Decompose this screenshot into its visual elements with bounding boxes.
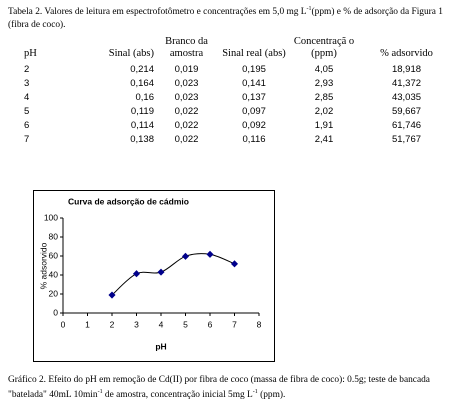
caption: Gráfico 2. Efeito do pH em remoção de Cd… (8, 374, 466, 401)
table-cell: 0,116 (242, 133, 266, 145)
table-cell: 0,022 (174, 105, 199, 117)
superscript: -1 (97, 389, 103, 395)
table-cell: 0,16 (135, 91, 155, 103)
table-cell: 61,746 (391, 119, 422, 131)
table-cell: 6 (24, 119, 30, 131)
data-table: pH Sinal (abs) Branco da amostra Sinal real… (20, 36, 454, 146)
data-point (157, 268, 165, 276)
table-cell: 0,195 (242, 63, 266, 75)
column-header: Concentraçã o (ppm) (293, 36, 355, 59)
x-tick-label: 3 (134, 319, 139, 329)
table-row: 7 0,138 0,022 0,116 2,41 51,767 (20, 132, 454, 146)
chart-box: Curva de adsorção de cádmio % adsorvido … (33, 190, 275, 362)
table-cell: 5 (24, 105, 30, 117)
table-cell: 0,023 (174, 77, 199, 89)
x-tick-label: 2 (110, 319, 115, 329)
table-cell: 2,93 (314, 77, 334, 89)
x-tick-label: 6 (208, 319, 213, 329)
table-cell: 0,019 (174, 63, 199, 75)
column-header: % adsorvido (380, 48, 433, 59)
header-text: Tabela 2. Valores de leitura em espectro… (8, 7, 307, 18)
table-cell: 59,667 (391, 105, 422, 117)
x-tick-label: 8 (257, 319, 262, 329)
y-tick-label: 20 (49, 288, 59, 298)
header-text: (ppm) e % de adsorção da Figura 1 (fibra… (8, 7, 443, 31)
table-cell: 2,02 (314, 105, 334, 117)
y-tick-label: 100 (44, 212, 58, 222)
caption-text: (ppm). (257, 390, 286, 401)
table-cell: 0,119 (130, 105, 154, 117)
column-header: Branco da amostra (165, 36, 208, 59)
table-cell: 0,141 (242, 77, 266, 89)
caption-text: Gráfico 2. Efeito do pH em remoção de Cd… (8, 375, 430, 401)
table-cell: 0,022 (174, 133, 199, 145)
caption-text: de amostra, concentração inicial 5mg L (102, 390, 253, 401)
trendline (111, 253, 235, 296)
y-tick-label: 0 (53, 307, 58, 317)
table-cell: 2,41 (314, 133, 334, 145)
table-cell: 4 (24, 91, 30, 103)
y-tick-label: 40 (49, 269, 59, 279)
column-header: Sinal (abs) (108, 48, 154, 59)
chart-title: Curva de adsorção de cádmio (68, 196, 189, 206)
data-point (230, 260, 239, 268)
y-tick-label: 80 (49, 231, 59, 241)
table-cell: 0,023 (174, 91, 199, 103)
table-cell: 0,092 (242, 119, 266, 131)
table-cell: 43,035 (391, 91, 422, 103)
table-cell: 51,767 (391, 133, 422, 145)
x-tick-label: 7 (232, 319, 237, 329)
table-cell: 0,114 (130, 119, 154, 131)
x-tick-label: 1 (85, 319, 90, 329)
table-cell: 0,137 (242, 91, 266, 103)
header: Tabela 2. Valores de leitura em espectro… (8, 3, 466, 32)
y-tick-label: 60 (49, 250, 59, 260)
table-cell: 4,05 (314, 63, 334, 75)
data-point (181, 252, 190, 260)
table-cell: 0,138 (130, 133, 154, 145)
x-axis-label: pH (155, 341, 166, 351)
x-tick-label: 0 (61, 319, 66, 329)
table-cell: 2,85 (314, 91, 334, 103)
data-point (108, 291, 116, 299)
superscript: -1 (252, 389, 258, 395)
table-cell: 18,918 (391, 63, 422, 75)
table-row: 6 0,114 0,022 0,092 1,91 61,746 (20, 118, 454, 132)
table-cell: 3 (24, 77, 30, 89)
column-header: Sinal real (abs) (222, 48, 286, 59)
table-row: 4 0,16 0,023 0,137 2,85 43,035 (20, 90, 454, 104)
table-cell: 41,372 (391, 77, 422, 89)
y-axis-label: % adsorvido (38, 242, 48, 289)
table-row: 5 0,119 0,022 0,097 2,02 59,667 (20, 104, 454, 118)
table-cell: 0,097 (242, 105, 266, 117)
chart: Curva de adsorção de cádmio % adsorvido … (38, 196, 262, 351)
table-cell: 0,164 (130, 77, 154, 89)
x-tick-label: 5 (183, 319, 188, 329)
table-cell: 0,022 (174, 119, 199, 131)
table-cell: 1,91 (314, 119, 334, 131)
superscript: -1 (306, 6, 312, 12)
table-cell: 7 (24, 133, 30, 145)
table-row: 2 0,214 0,019 0,195 4,05 18,918 (20, 62, 454, 76)
column-header: pH (24, 48, 37, 59)
table-row: 3 0,164 0,023 0,141 2,93 41,372 (20, 76, 454, 90)
data-point (132, 270, 141, 278)
table-cell: 0,214 (130, 63, 154, 75)
table-cell: 2 (24, 63, 30, 75)
data-point (206, 250, 214, 258)
x-tick-label: 4 (159, 319, 164, 329)
